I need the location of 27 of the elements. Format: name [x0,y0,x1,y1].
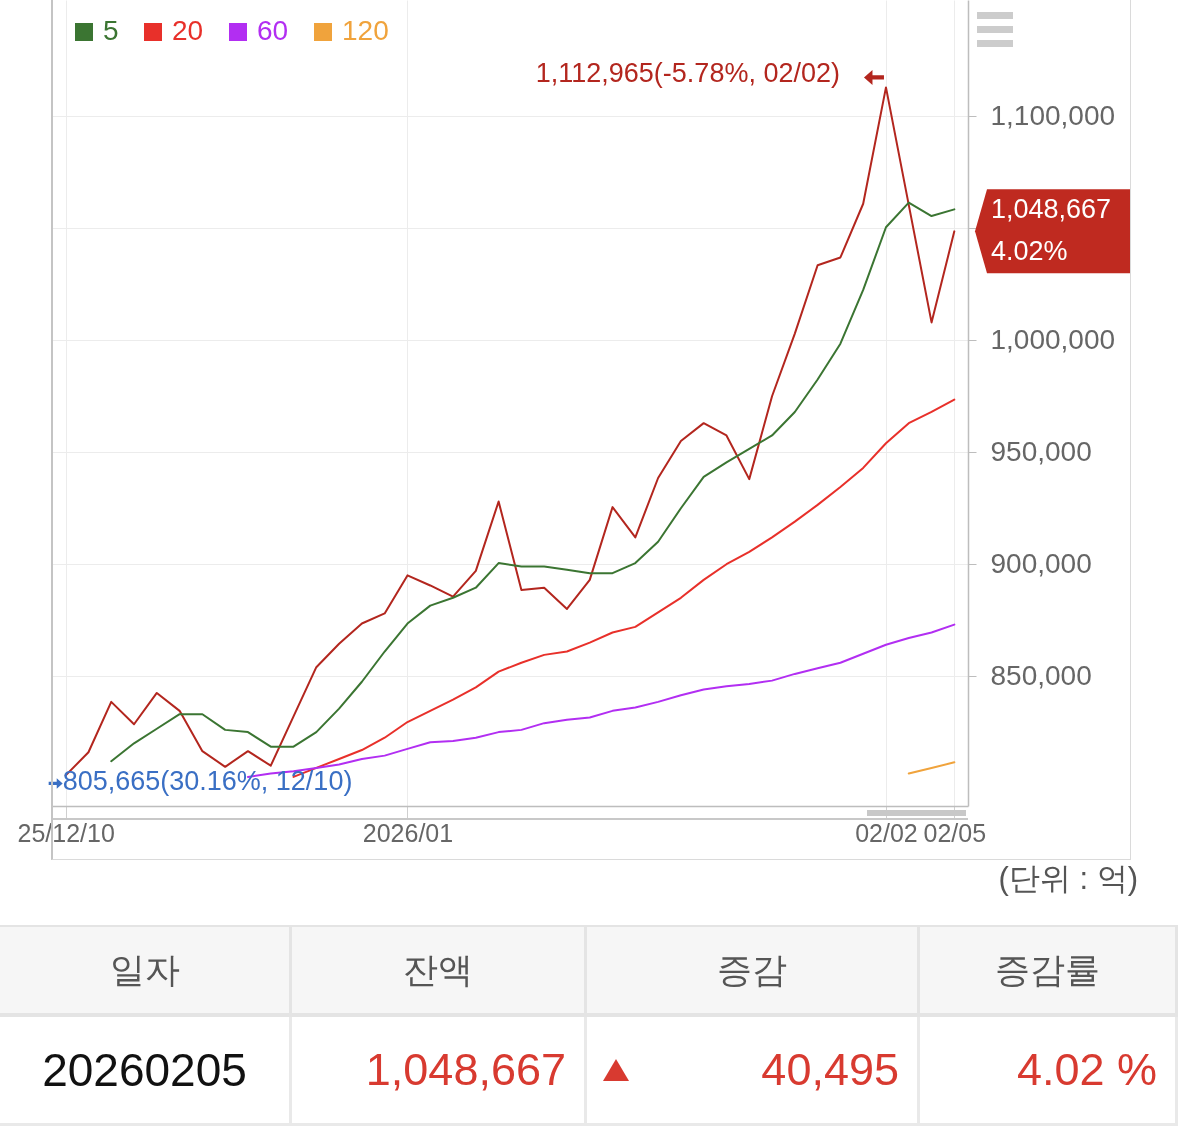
y-tick-label: 1,000,000 [990,323,1116,355]
text: 4.02 % [1016,1044,1157,1095]
category-label: 증감률 [920,925,1178,1017]
text: 20260205 [42,1044,247,1096]
text: 40,495 [761,1044,899,1095]
annotation: 1,112,965(-5.78%, 02/02) [535,58,840,89]
line-series [110,201,956,763]
y-tick-label: 900,000 [990,547,1092,579]
y-tick-label: 950,000 [990,435,1092,467]
annotation: 1,048,667 [991,194,1112,225]
legend-label: 20 [172,15,204,46]
text: (단위 : 억) [998,861,1138,896]
x-tick-label: 02/05 [923,818,987,847]
category-label: 일자 [0,925,292,1017]
y-tick-label: 850,000 [990,659,1092,691]
legend-label: 120 [342,15,389,46]
legend-label: 60 [257,15,289,46]
annotation: 805,665(30.16%, 12/10) [62,766,353,797]
text: 1,048,667 [365,1044,566,1095]
category-label: 증감 [587,925,920,1017]
x-tick-label: 02/02 [855,818,918,847]
y-tick-label: 1,100,000 [990,99,1116,131]
legend-label: 5 [103,15,119,46]
x-tick-label: 25/12/10 [17,818,115,847]
category-label: 잔액 [292,925,587,1017]
x-tick-label: 2026/01 [362,818,454,847]
text: 4.02% [991,236,1068,267]
